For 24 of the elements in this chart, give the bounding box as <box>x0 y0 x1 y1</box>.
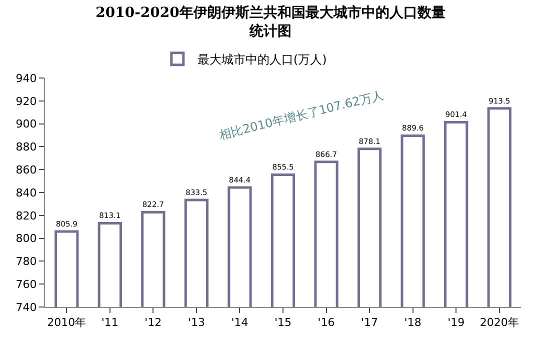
y-tick-label: 840 <box>16 186 37 200</box>
x-tick-label: '18 <box>404 316 422 330</box>
y-tick-label: 800 <box>16 232 37 246</box>
x-tick-label: '14 <box>231 316 248 330</box>
y-tick-label: 860 <box>16 163 37 176</box>
x-tick-label: '17 <box>361 316 378 330</box>
y-tick-label: 900 <box>16 118 37 131</box>
chart-title: 2010-2020年伊朗伊斯兰共和国最大城市中的人口数量统计图 <box>96 4 446 40</box>
y-tick-label: 920 <box>16 94 37 108</box>
legend-label: 最大城市中的人口(万人) <box>197 52 327 67</box>
x-tick-label: '13 <box>188 316 205 330</box>
x-tick-label: 2010年 <box>47 316 86 330</box>
y-tick-label: 880 <box>16 140 37 154</box>
y-tick-label: 940 <box>16 72 37 85</box>
x-tick-label: 2020年 <box>480 316 519 330</box>
y-tick-label: 820 <box>16 209 37 222</box>
x-tick-label: '11 <box>101 316 118 330</box>
x-tick-label: '16 <box>318 316 335 330</box>
x-tick-label: '12 <box>144 316 162 330</box>
y-tick-label: 780 <box>16 255 37 268</box>
x-tick-label: '15 <box>274 316 292 330</box>
y-tick-label: 760 <box>16 278 37 291</box>
y-tick-label: 740 <box>16 300 37 314</box>
x-tick-label: '19 <box>448 316 465 330</box>
